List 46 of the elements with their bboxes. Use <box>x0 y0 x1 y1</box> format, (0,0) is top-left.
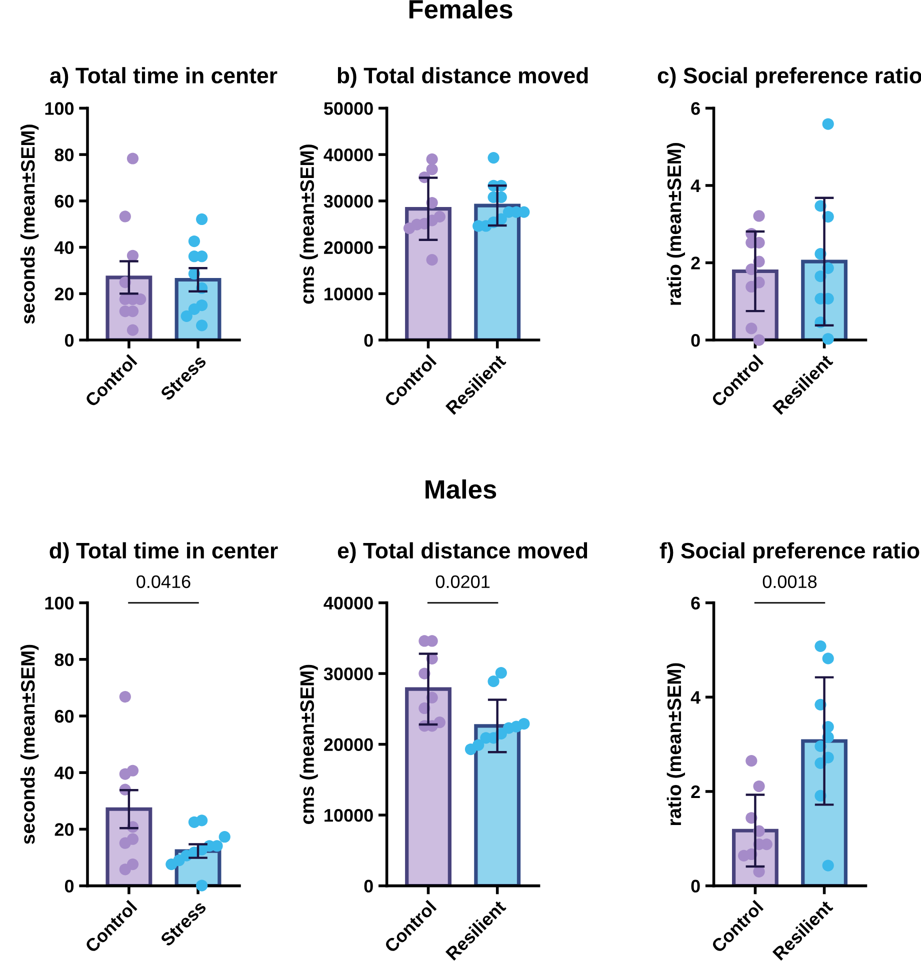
y-tick-label: 40000 <box>324 596 373 610</box>
chart-title: e) Total distance moved <box>338 542 588 563</box>
y-tick-label: 40 <box>54 241 74 254</box>
y-tick-label: 80 <box>54 148 74 162</box>
y-tick-label: 20000 <box>324 241 373 254</box>
y-tick-label: 6 <box>691 102 700 115</box>
y-tick-label: 4 <box>690 691 700 704</box>
y-axis-title: seconds (mean±SEM) <box>20 124 39 324</box>
y-tick-label: 40 <box>54 766 74 780</box>
y-tick-label: 0 <box>364 334 373 347</box>
y-tick-label: 30000 <box>324 667 373 680</box>
y-tick-label: 0 <box>364 880 373 893</box>
y-tick-label: 0 <box>64 880 74 893</box>
y-tick-label: 20 <box>54 288 74 300</box>
chart-title: f) Social preference ratio <box>660 542 920 563</box>
y-tick-label: 50000 <box>324 102 373 115</box>
y-tick-label: 2 <box>691 785 700 798</box>
y-tick-label: 80 <box>54 653 74 666</box>
text: 0.0201 <box>436 575 490 588</box>
y-tick-label: 0 <box>691 334 700 347</box>
y-tick-label: 30000 <box>324 194 373 208</box>
y-tick-label: 4 <box>690 180 700 192</box>
chart-title: a) Total time in center <box>50 67 278 88</box>
text: 0.0416 <box>136 575 190 588</box>
y-tick-label: 10000 <box>324 288 373 300</box>
y-tick-label: 100 <box>45 102 74 115</box>
y-tick-label: 60 <box>54 710 74 723</box>
y-tick-label: 20 <box>54 823 74 836</box>
y-tick-label: 0 <box>691 880 700 893</box>
y-tick-label: 2 <box>691 256 700 270</box>
text: Males <box>426 479 496 499</box>
y-axis-title: cms (mean±SEM) <box>300 664 318 824</box>
y-axis-title: ratio (mean±SEM) <box>666 143 685 305</box>
y-tick-label: 10000 <box>324 808 373 822</box>
y-axis-title: cms (mean±SEM) <box>300 144 318 304</box>
y-tick-label: 40000 <box>324 148 373 162</box>
y-tick-label: 0 <box>64 334 74 347</box>
chart-title: d) Total time in center <box>50 542 278 563</box>
chart-title: b) Total distance moved <box>338 67 588 88</box>
y-tick-label: 6 <box>691 596 700 610</box>
y-axis-title: ratio (mean±SEM) <box>666 663 685 826</box>
y-tick-label: 60 <box>54 194 74 208</box>
y-tick-label: 20000 <box>324 738 373 752</box>
y-tick-label: 100 <box>45 596 74 610</box>
y-axis-title: seconds (mean±SEM) <box>20 644 39 844</box>
text: 0.0018 <box>762 575 817 588</box>
